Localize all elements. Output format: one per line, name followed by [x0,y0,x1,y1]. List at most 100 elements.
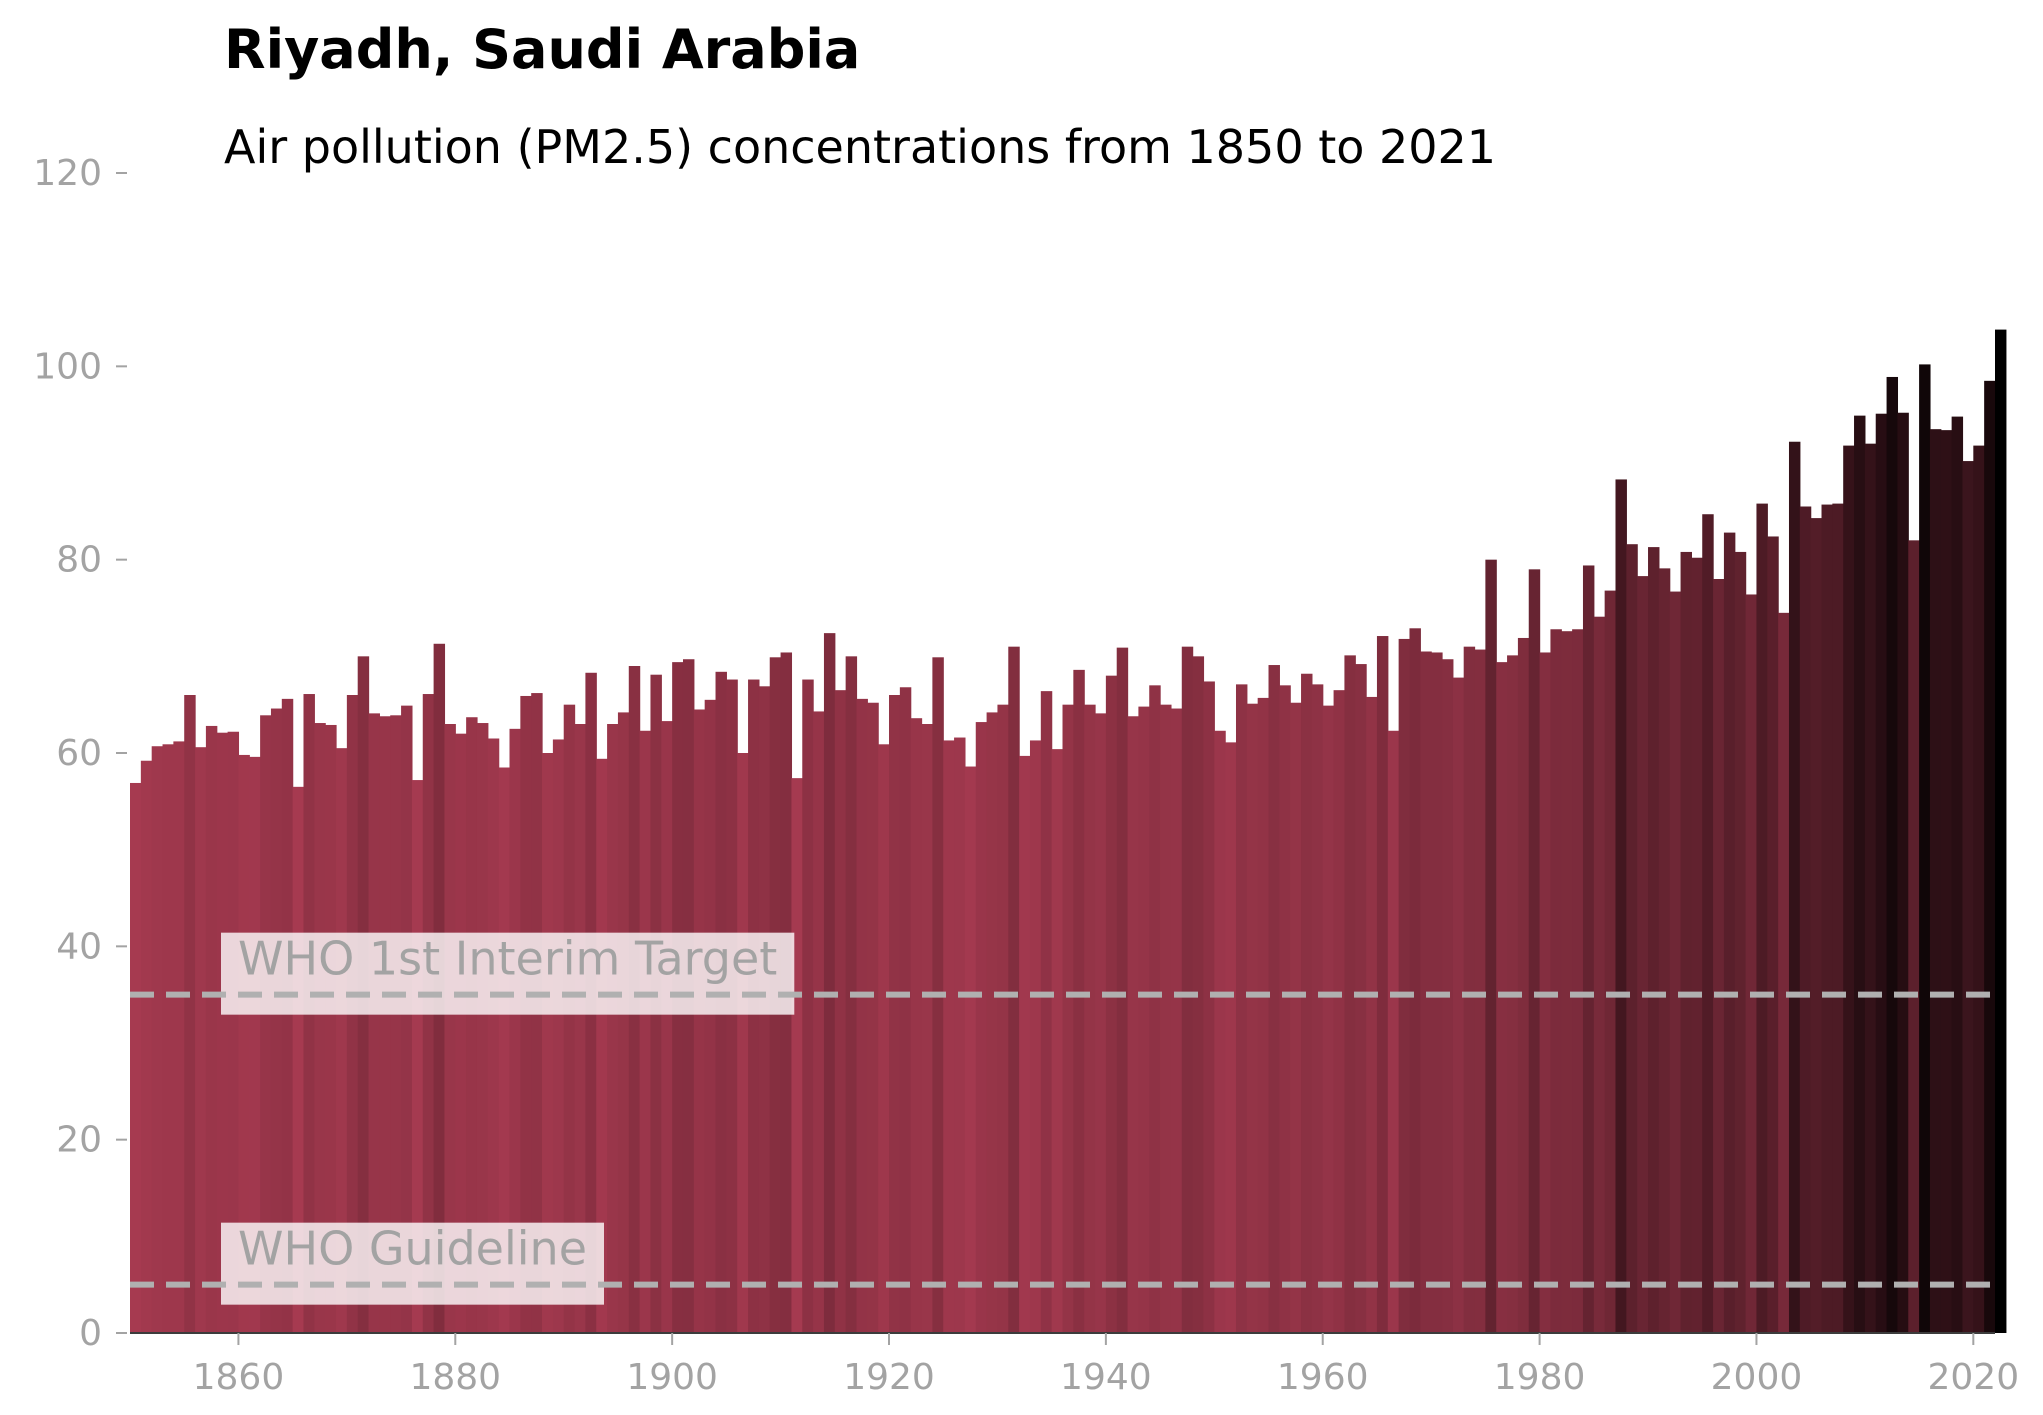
bar-1994 [1691,557,1703,1333]
bar-1888 [542,753,554,1333]
bar-1993 [1680,551,1692,1333]
bar-1975 [1485,559,1497,1333]
bar-1992 [1669,591,1682,1333]
bar-1889 [552,739,565,1333]
bar-1998 [1734,551,1747,1333]
bar-1960 [1322,705,1335,1333]
bar-2004 [1799,506,1812,1333]
bar-1873 [379,716,391,1333]
bar-1938 [1084,704,1096,1333]
chart-subtitle: Air pollution (PM2.5) concentrations fro… [224,120,1496,174]
y-tick-label-120: 120 [33,153,102,194]
bar-2002 [1778,612,1790,1333]
bar-1965 [1376,636,1389,1333]
bar-1906 [737,753,749,1333]
bar-2014 [1908,540,1920,1333]
bar-1951 [1225,742,1237,1333]
bar-1868 [325,724,337,1333]
reference-lines-layer: WHO 1st Interim Target WHO Guideline [130,932,1995,1305]
bar-2007 [1832,503,1844,1334]
bar-1954 [1257,697,1270,1333]
bar-1949 [1203,681,1215,1333]
bar-2006 [1821,504,1833,1334]
bar-1867 [314,723,326,1333]
reference-label-who-guideline: WHO Guideline [238,1222,587,1276]
bar-1950 [1214,730,1226,1333]
bar-1966 [1387,730,1400,1333]
bar-2020 [1973,445,1985,1334]
bar-1876 [411,780,424,1333]
bar-1929 [986,712,999,1333]
bar-1986 [1604,590,1617,1333]
bar-1893 [596,758,608,1333]
bar-1902 [693,709,706,1333]
bar-1948 [1192,656,1205,1333]
bar-1912 [802,679,814,1333]
bar-1963 [1355,664,1367,1333]
x-tick-label-1880: 1880 [409,1357,501,1398]
bar-1894 [607,724,619,1333]
bar-1983 [1572,629,1584,1333]
chart-title: Riyadh, Saudi Arabia [224,18,860,81]
bar-1874 [390,715,402,1333]
bar-1985 [1593,616,1606,1333]
bar-1942 [1127,716,1140,1333]
x-tick-label-1980: 1980 [1494,1357,1586,1398]
y-tick-label-100: 100 [33,346,102,387]
bar-1850 [130,782,142,1333]
bar-1944 [1149,685,1161,1333]
bar-1875 [401,705,413,1333]
bar-1919 [878,744,890,1333]
bar-1891 [574,724,587,1333]
y-tick-label-80: 80 [56,540,102,581]
bar-1930 [997,704,1009,1333]
bar-1989 [1637,576,1649,1333]
bar-1935 [1051,749,1064,1333]
bar-1933 [1029,740,1042,1333]
bar-1962 [1344,655,1356,1333]
bar-1920 [889,695,901,1333]
bar-1934 [1040,691,1053,1333]
bar-1968 [1409,628,1421,1333]
bar-1859 [227,731,240,1333]
bar-1883 [487,738,500,1333]
reference-label-box-who-1st-interim-target [221,932,795,1015]
bar-1863 [270,708,283,1333]
bar-1881 [466,717,478,1333]
bar-2021 [1984,380,1996,1333]
bar-1943 [1138,706,1150,1333]
bar-1880 [455,733,467,1333]
bar-1995 [1702,514,1714,1333]
bar-1869 [336,748,348,1333]
bar-1922 [910,718,923,1333]
bar-1855 [184,695,196,1333]
bar-1941 [1116,647,1129,1333]
bar-1991 [1658,568,1671,1333]
bar-2001 [1767,536,1779,1333]
bar-1915 [834,690,847,1333]
y-tick-label-40: 40 [56,926,102,967]
bar-1958 [1301,673,1313,1333]
bar-1990 [1648,547,1660,1333]
bar-1879 [444,724,456,1333]
bar-2000 [1756,503,1768,1334]
reference-label-who-1st-interim-target: WHO 1st Interim Target [238,932,777,986]
bar-1865 [292,786,305,1333]
bar-1947 [1181,646,1194,1333]
bar-1903 [704,699,717,1333]
bar-1861 [249,756,261,1333]
bar-2022 [1995,329,2007,1334]
bar-1979 [1528,569,1541,1333]
bar-2013 [1897,412,1909,1333]
bar-1864 [281,698,294,1333]
bar-1955 [1268,665,1280,1333]
x-tick-label-1860: 1860 [193,1357,285,1398]
bar-1927 [964,766,977,1333]
bar-1945 [1160,704,1172,1333]
bar-1973 [1463,646,1476,1333]
x-tick-label-1960: 1960 [1277,1357,1369,1398]
bar-1917 [856,698,868,1333]
x-tick-label-1940: 1940 [1060,1357,1152,1398]
bar-1858 [216,732,229,1333]
bar-2018 [1951,416,1964,1334]
